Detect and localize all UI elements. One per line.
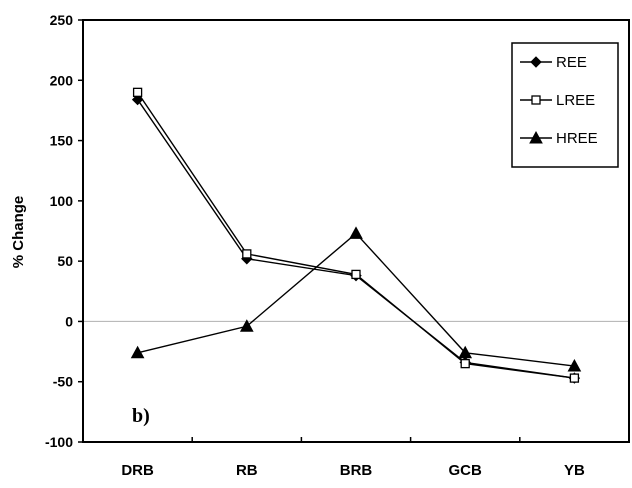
legend-box [511, 42, 619, 168]
y-tick-label: 250 [50, 12, 74, 28]
data-point-lree [460, 358, 470, 369]
legend: REE LREE HREE [511, 42, 619, 168]
x-category-label: BRB [340, 462, 373, 479]
x-category-label: YB [564, 462, 585, 479]
data-point-lree [569, 373, 580, 383]
legend-marker-hree [529, 130, 543, 144]
data-point-hree [458, 345, 473, 359]
legend-marker-ree [530, 56, 542, 68]
series-hree [130, 226, 582, 372]
data-point-lree [351, 269, 361, 280]
legend-item-ree: REE [520, 54, 587, 71]
data-point-hree [567, 358, 582, 372]
y-tick-label: 50 [57, 253, 73, 269]
data-point-lree [132, 87, 143, 97]
y-axis-title: % Change [10, 196, 27, 269]
series-lree [132, 87, 580, 383]
y-tick-label: 150 [50, 133, 74, 149]
y-tick-label: 100 [50, 193, 74, 209]
x-category-label: GCB [449, 462, 483, 479]
legend-marker-lree [531, 95, 541, 105]
data-point-hree [239, 319, 254, 332]
y-tick-label: 200 [50, 72, 74, 88]
legend-item-hree: HREE [520, 130, 598, 147]
legend-label: HREE [556, 130, 598, 147]
data-point-hree [130, 345, 145, 359]
legend-label: REE [556, 54, 587, 71]
series-line-hree [137, 232, 575, 367]
legend-label: LREE [556, 92, 595, 109]
x-category-label: RB [236, 462, 258, 479]
data-point-hree [349, 226, 363, 239]
plot-frame [82, 19, 630, 443]
panel-label: b) [132, 405, 150, 427]
x-category-label: DRB [121, 462, 154, 479]
data-point-lree [242, 249, 252, 259]
y-tick-label: -50 [53, 374, 73, 390]
legend-item-lree: LREE [520, 92, 595, 109]
y-tick-label: -100 [45, 434, 73, 450]
y-tick-label: 0 [65, 313, 73, 329]
